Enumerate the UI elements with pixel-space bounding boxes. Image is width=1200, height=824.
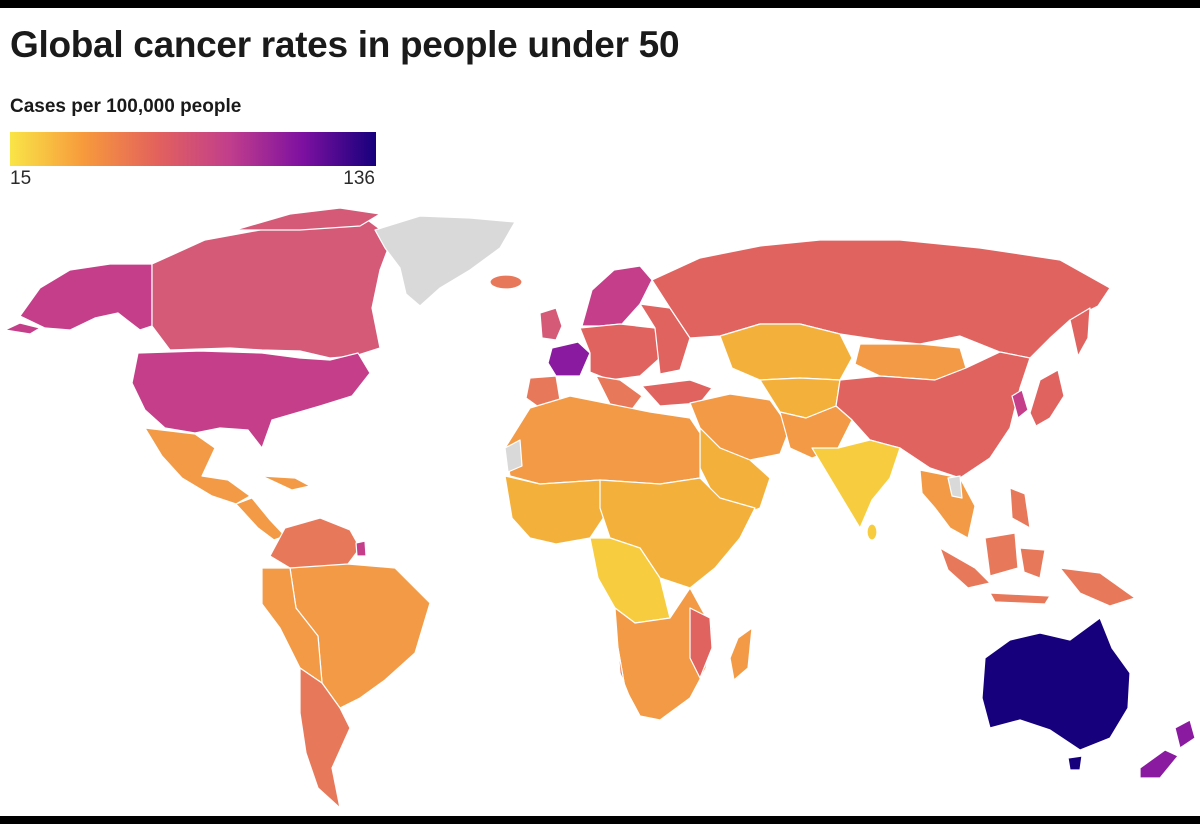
chart-title: Global cancer rates in people under 50 (10, 24, 680, 65)
region-india (811, 439, 901, 529)
region-central-europe (579, 323, 661, 381)
region-philippines (1009, 487, 1031, 529)
region-mozambique (689, 607, 713, 679)
region-madagascar (729, 627, 753, 681)
region-china (835, 351, 1031, 479)
legend-title: Cases per 100,000 people (10, 96, 242, 117)
region-caribbean (261, 475, 311, 491)
region-united-states (131, 350, 371, 449)
region-west-africa (504, 475, 611, 545)
region-turkey (641, 379, 713, 407)
region-alaska (19, 263, 153, 331)
region-laos-cambodia (947, 475, 963, 499)
region-canada-arctic-islands (234, 207, 381, 231)
region-central-america (235, 497, 286, 541)
region-papua (1059, 567, 1136, 607)
legend-color-scale (10, 132, 376, 166)
region-indonesia-east (1019, 547, 1046, 579)
region-pakistan-afghanistan (779, 405, 853, 459)
region-france (547, 341, 591, 377)
region-borneo (984, 532, 1019, 577)
legend-min-value: 15 (10, 168, 32, 189)
region-greenland (374, 215, 516, 307)
region-western-sahara (504, 439, 523, 473)
world-choropleth-map (4, 207, 1196, 809)
region-canada (151, 217, 393, 359)
region-french-guiana (355, 540, 367, 557)
region-mexico (144, 427, 251, 505)
region-iceland (489, 274, 523, 290)
region-sri-lanka (866, 523, 878, 541)
region-new-zealand-north (1174, 719, 1196, 749)
region-south-america-north (269, 517, 361, 569)
region-uk-ireland (539, 307, 563, 341)
map-panel: Global cancer rates in people under 50 C… (0, 8, 1200, 816)
region-new-zealand-south (1139, 749, 1179, 779)
region-russia (651, 239, 1111, 359)
region-scandinavia (581, 265, 653, 327)
region-japan (1029, 369, 1065, 427)
region-north-africa (504, 395, 701, 485)
region-korea (1011, 389, 1029, 419)
legend-max-value: 136 (343, 168, 375, 189)
region-australia (981, 617, 1131, 751)
region-alaska-islands (4, 322, 41, 335)
region-southeast-asia (919, 469, 976, 539)
region-kamchatka (1069, 307, 1091, 357)
region-namibia (617, 647, 641, 717)
region-tasmania (1067, 755, 1083, 771)
region-kazakhstan (719, 323, 853, 381)
region-chile-argentina (299, 667, 351, 809)
region-indonesia-west (939, 547, 991, 589)
region-italy-balkans (595, 375, 643, 413)
region-timor-islands (989, 592, 1051, 605)
